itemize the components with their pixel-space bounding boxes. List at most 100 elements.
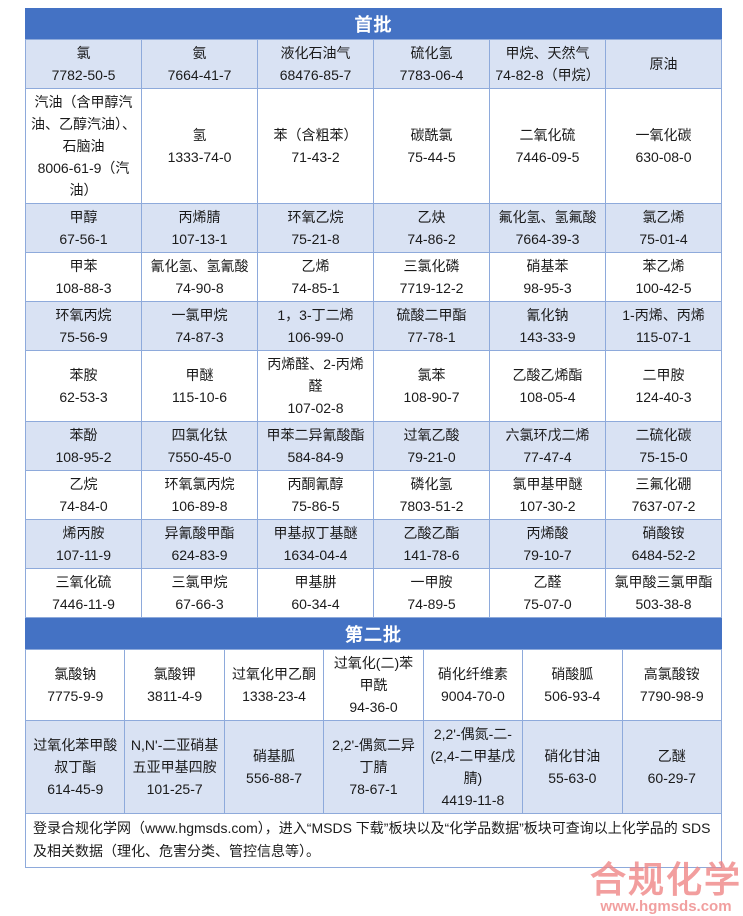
chemical-cas-number: 107-13-1 [171, 231, 228, 247]
chemical-name: 苯胺 [69, 367, 98, 383]
chemical-name: 二硫化碳 [635, 427, 692, 443]
chemical-cas-number: 107-30-2 [519, 498, 576, 514]
chemical-name: 环氧乙烷 [287, 209, 344, 225]
table-row: 汽油（含甲醇汽油、乙醇汽油）、石脑油 8006-61-9（汽油） 氢 1333-74-… [25, 88, 722, 204]
chemical-cell: 乙醚 60-29-7 [621, 720, 723, 814]
chemical-cell: 三氟化硼 7637-07-2 [605, 470, 722, 520]
table-row: 甲苯 108-88-3 氰化氢、氢氰酸 74-90-8 乙烯 74-85-1 三氯化磷 771… [25, 252, 722, 302]
chemical-cas-number: 100-42-5 [635, 280, 692, 296]
chemical-cas-number: 584-84-9 [287, 449, 344, 465]
chemical-cell: 乙烷 74-84-0 [25, 470, 142, 520]
chemical-name: N,N'-二亚硝基五亚甲基四胺 [130, 737, 219, 775]
chemical-cas-number: 68476-85-7 [279, 67, 352, 83]
chemical-cell: 一氯甲烷 74-87-3 [141, 301, 258, 351]
chemical-cell: 乙炔 74-86-2 [373, 203, 490, 253]
chemical-cas-number: 7783-06-4 [399, 67, 464, 83]
chemical-cas-number: 630-08-0 [635, 149, 692, 165]
chemical-cell: 氯酸钠 7775-9-9 [24, 649, 126, 721]
chemical-cell: 氯甲酸三氯甲酯 503-38-8 [605, 568, 722, 618]
chemical-cas-number: 71-43-2 [291, 149, 340, 165]
table-row: 氯 7782-50-5 氨 7664-41-7 液化石油气 68476-85-7 硫化氢 77… [25, 39, 722, 89]
chemical-cas-number: 106-89-8 [171, 498, 228, 514]
chemical-name: 一氯甲烷 [171, 307, 228, 323]
chemical-cas-number: 74-87-3 [175, 329, 224, 345]
chemical-cas-number: 6484-52-2 [631, 547, 696, 563]
chemical-cell: 苯酚 108-95-2 [25, 421, 142, 471]
batch2-table: 氯酸钠 7775-9-9 氯酸钾 3811-4-9 过氧化甲乙酮 1338-23-4 过氧化… [24, 649, 723, 814]
chemical-list-document: 首批 氯 7782-50-5 氨 7664-41-7 液化石油气 68476-85-7 硫化… [24, 8, 723, 868]
chemical-name: 一氧化碳 [635, 127, 692, 143]
chemical-cas-number: 67-56-1 [59, 231, 108, 247]
chemical-cas-number: 506-93-4 [544, 688, 601, 704]
chemical-cas-number: 115-07-1 [635, 329, 691, 345]
chemical-cas-number: 74-90-8 [175, 280, 224, 296]
chemical-name: 硝化甘油 [544, 748, 601, 764]
chemical-cas-number: 7775-9-9 [47, 688, 104, 704]
table-row: 乙烷 74-84-0 环氧氯丙烷 106-89-8 丙酮氰醇 75-86-5 磷化氢 7803… [25, 470, 722, 520]
chemical-name: 甲基肼 [294, 574, 337, 590]
chemical-cell: 环氧乙烷 75-21-8 [257, 203, 374, 253]
footer-note: 登录合规化学网（www.hgmsds.com），进入“MSDS 下载”板块以及“… [25, 814, 722, 868]
chemical-cas-number: 8006-61-9（汽油） [37, 160, 130, 198]
chemical-name: 1，3-丁二烯 [277, 307, 354, 323]
chemical-cell: 1-丙烯、丙烯 115-07-1 [605, 301, 722, 351]
batch1-table: 氯 7782-50-5 氨 7664-41-7 液化石油气 68476-85-7 硫化氢 77… [25, 39, 722, 618]
chemical-cas-number: 7782-50-5 [51, 67, 116, 83]
chemical-cell: 四氯化钛 7550-45-0 [141, 421, 258, 471]
chemical-cas-number: 614-45-9 [47, 781, 104, 797]
chemical-cell: 原油 [605, 39, 722, 89]
chemical-cell: 1，3-丁二烯 106-99-0 [257, 301, 374, 351]
chemical-cell: 硝化甘油 55-63-0 [522, 720, 623, 814]
chemical-cell: 硫酸二甲酯 77-78-1 [373, 301, 490, 351]
chemical-cell: 氰化氢、氢氰酸 74-90-8 [141, 252, 258, 302]
chemical-name: 过氧化苯甲酸叔丁酯 [33, 737, 118, 775]
chemical-cas-number: 7790-98-9 [639, 688, 704, 704]
chemical-name: 苯（含粗苯） [273, 127, 358, 143]
chemical-name: 一甲胺 [410, 574, 453, 590]
chemical-cas-number: 75-15-0 [639, 449, 688, 465]
chemical-cell: 苯（含粗苯） 71-43-2 [257, 88, 374, 204]
chemical-name: 环氧丙烷 [55, 307, 112, 323]
chemical-cell: 氨 7664-41-7 [141, 39, 258, 89]
chemical-cell: 氯 7782-50-5 [25, 39, 142, 89]
chemical-name: 乙醚 [657, 748, 686, 764]
chemical-name: 氯苯 [417, 367, 446, 383]
chemical-cell: 氯酸钾 3811-4-9 [124, 649, 225, 721]
chemical-cell: 一甲胺 74-89-5 [373, 568, 490, 618]
chemical-cas-number: 75-01-4 [639, 231, 688, 247]
chemical-name: 氯 [76, 45, 91, 61]
chemical-name: 过氧化甲乙酮 [232, 666, 317, 682]
chemical-cell: 过氧化(二)苯甲酰 94-36-0 [323, 649, 424, 721]
chemical-name: 甲基叔丁基醚 [273, 525, 358, 541]
chemical-cas-number: 1338-23-4 [242, 688, 306, 704]
chemical-cell: 丙酮氰醇 75-86-5 [257, 470, 374, 520]
chemical-cas-number: 107-02-8 [287, 400, 344, 416]
chemical-name: 乙醛 [533, 574, 562, 590]
chemical-cell: 三氯甲烷 67-66-3 [141, 568, 258, 618]
chemical-cell: 氯乙烯 75-01-4 [605, 203, 722, 253]
batch2-section-header: 第二批 [25, 618, 722, 649]
chemical-cell: 氯甲基甲醚 107-30-2 [489, 470, 606, 520]
chemical-cell: 硝化纤维素 9004-70-0 [422, 649, 524, 721]
chemical-cell: 苯胺 62-53-3 [25, 350, 142, 422]
table-row: 环氧丙烷 75-56-9 一氯甲烷 74-87-3 1，3-丁二烯 106-99-0 硫酸二… [25, 301, 722, 351]
chemical-name: 硝酸铵 [642, 525, 685, 541]
chemical-cas-number: 143-33-9 [519, 329, 576, 345]
chemical-cell: 2,2'-偶氮-二-(2,4-二甲基戊腈) 4419-11-8 [422, 720, 524, 814]
chemical-cell: 丙烯醛、2-丙烯醛 107-02-8 [257, 350, 374, 422]
chemical-cas-number: 7664-41-7 [167, 67, 232, 83]
chemical-cell: 二硫化碳 75-15-0 [605, 421, 722, 471]
chemical-cell: 甲基叔丁基醚 1634-04-4 [257, 519, 374, 569]
chemical-cas-number: 624-83-9 [171, 547, 228, 563]
chemical-name: 氯酸钾 [153, 666, 196, 682]
chemical-cas-number: 7446-11-9 [52, 596, 115, 612]
chemical-name: 硫酸二甲酯 [396, 307, 467, 323]
chemical-name: 苯酚 [69, 427, 98, 443]
chemical-cas-number: 75-21-8 [291, 231, 340, 247]
batch2-table-body: 氯酸钠 7775-9-9 氯酸钾 3811-4-9 过氧化甲乙酮 1338-23-4 过氧化… [24, 649, 723, 814]
table-row: 烯丙胺 107-11-9 异氰酸甲酯 624-83-9 甲基叔丁基醚 1634-04-4 乙… [25, 519, 722, 569]
chemical-cas-number: 60-34-4 [291, 596, 340, 612]
table-row: 三氧化硫 7446-11-9 三氯甲烷 67-66-3 甲基肼 60-34-4 一甲胺 74-… [25, 568, 722, 618]
chemical-name: 乙酸乙烯酯 [512, 367, 583, 383]
chemical-cell: 液化石油气 68476-85-7 [257, 39, 374, 89]
